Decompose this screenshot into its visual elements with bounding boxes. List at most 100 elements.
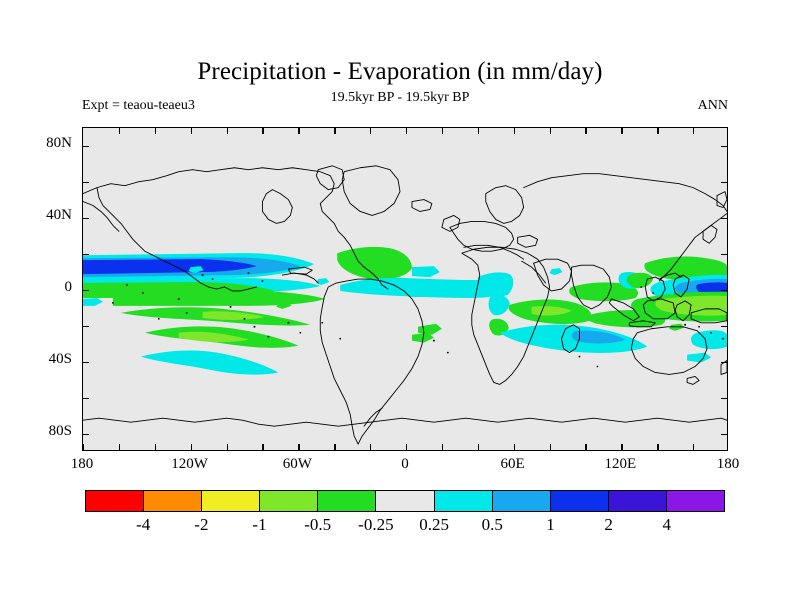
coast-greenland (341, 165, 401, 216)
ytick-label-80s: 80S (48, 423, 72, 439)
xtick-major (513, 444, 516, 450)
colorbar-label-9: 4 (662, 515, 672, 534)
xtick-minor (190, 444, 193, 450)
coast-philippines (672, 274, 690, 298)
shade-coral-sea-cyan (691, 330, 727, 350)
xtick-top (406, 128, 408, 134)
map-canvas (83, 128, 727, 450)
shade-left-edge-cyan (83, 297, 103, 306)
coast-indochina (644, 276, 666, 302)
coastline-layer (83, 165, 727, 445)
xtick-minor (334, 444, 336, 450)
colorbar-band-3[interactable] (260, 491, 319, 511)
shade-gulf-guinea-cyan2 (477, 272, 514, 297)
xtick-top (334, 128, 336, 134)
xtick-label-180w: 180 (70, 456, 94, 472)
coast-nz (720, 360, 727, 375)
coast-alaska-panhandle (83, 201, 120, 232)
colorbar-band-10[interactable] (666, 491, 725, 511)
coast-sumatra (608, 298, 640, 322)
colorbar-band-7[interactable] (492, 491, 551, 511)
xtick-top (693, 128, 695, 134)
xtick-label-120w: 120W (171, 456, 208, 472)
shade-central-america-negative (337, 246, 412, 280)
xtick-minor (441, 444, 444, 450)
xtick-label-60e: 60E (500, 456, 525, 472)
ytick-major (83, 434, 89, 436)
xtick-top (441, 128, 444, 134)
xtick-minor (585, 444, 587, 450)
ytick-right (721, 218, 727, 220)
ytick-label-40s: 40S (48, 351, 72, 367)
coast-caribbean (281, 272, 319, 284)
coast-baffin (315, 165, 345, 191)
colorbar-band-9[interactable] (608, 491, 667, 511)
page-title: Precipitation - Evaporation (in mm/day) (197, 58, 603, 85)
ytick-right (721, 326, 727, 328)
shade-speck-3 (316, 278, 330, 286)
xtick-minor (262, 444, 264, 450)
ytick-right (721, 146, 727, 148)
coast-scandinavia (485, 185, 525, 224)
colorbar-band-1[interactable] (144, 491, 203, 511)
colorbar[interactable] (85, 490, 725, 512)
shade-left-edge-green (83, 284, 105, 294)
xtick-top (226, 128, 228, 134)
shade-atlantic-north-speck (411, 266, 440, 278)
colorbar-label-1: -2 (194, 515, 209, 534)
colorbar-label-4: -0.25 (358, 515, 394, 534)
world-map-plot[interactable] (82, 127, 728, 451)
xtick-major (370, 444, 372, 450)
ytick-right (721, 182, 727, 184)
colorbar-band-5[interactable] (376, 491, 435, 511)
shade-pacific-itcz-blue (83, 259, 257, 275)
xtick-minor (549, 444, 551, 450)
xtick-major (657, 444, 659, 450)
coast-antarctica (83, 417, 727, 427)
colorbar-band-8[interactable] (550, 491, 609, 511)
shade-philippines-green-west (626, 272, 654, 289)
shade-speck-4 (549, 268, 563, 276)
xtick-minor (621, 444, 623, 450)
shade-sw-indian-green-core (591, 285, 628, 293)
colorbar-label-0: -4 (136, 515, 151, 534)
xtick-minor (477, 444, 480, 450)
colorbar-band-4[interactable] (318, 491, 377, 511)
xtick-minor (118, 444, 121, 450)
experiment-label: Expt = teaou-teaeu3 (82, 98, 195, 113)
xtick-top (190, 128, 193, 134)
coast-central-america (224, 286, 257, 292)
shade-satlantic-green1 (417, 323, 442, 335)
ytick-label-0: 0 (64, 279, 73, 295)
island-dots-layer (112, 272, 724, 368)
coast-asia-east (658, 213, 727, 282)
xtick-minor (154, 444, 157, 450)
ytick-label-80n: 80N (46, 135, 72, 151)
xtick-minor (693, 444, 695, 450)
colorbar-label-6: 0.5 (481, 515, 503, 534)
colorbar-band-2[interactable] (202, 491, 261, 511)
ytick-right (721, 434, 727, 436)
coast-java (628, 320, 656, 328)
shade-speck-5 (669, 323, 685, 331)
xtick-minor (727, 444, 728, 450)
shade-indian-ocean-negative-core (531, 306, 572, 316)
xtick-minor (298, 444, 300, 450)
coast-cuba (287, 266, 313, 275)
colorbar-band-6[interactable] (434, 491, 493, 511)
xtick-top (621, 128, 623, 134)
coast-west-na (96, 187, 226, 290)
ytick-minor (83, 398, 89, 400)
colorbar-band-0[interactable] (86, 491, 145, 511)
shade-pacific-negative-band2 (112, 289, 326, 306)
ytick-minor (83, 182, 89, 184)
coast-antarctic-peninsula (363, 407, 383, 427)
xtick-major (226, 444, 228, 450)
coast-australia (630, 326, 708, 375)
chart-subtitle: 19.5kyr BP - 19.5kyr BP (330, 90, 470, 105)
ytick-right (721, 398, 727, 400)
xtick-top (370, 128, 372, 134)
ytick-major (83, 362, 89, 364)
shade-speck-2 (276, 301, 292, 309)
